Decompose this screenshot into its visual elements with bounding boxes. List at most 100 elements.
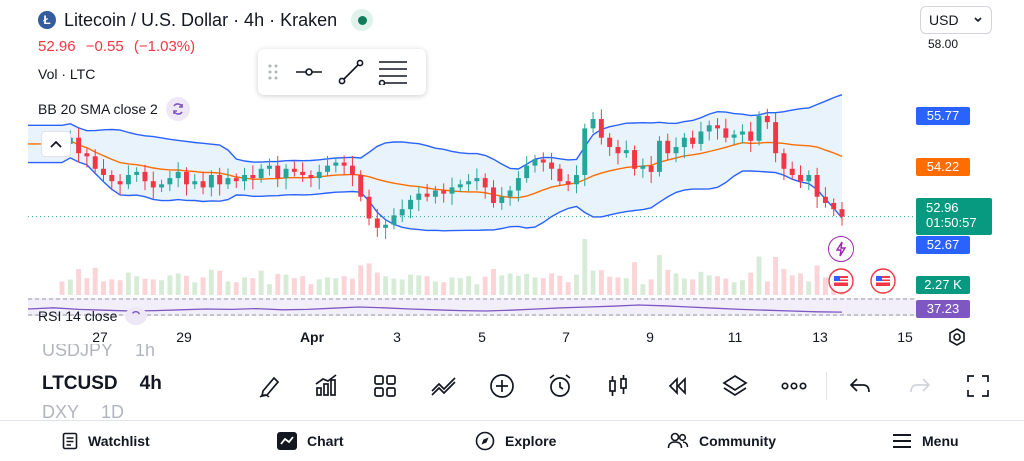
volume-bar [233, 282, 239, 295]
horizontal-line-icon[interactable] [288, 51, 330, 93]
current-symbol[interactable]: LTCUSD 4h [42, 373, 162, 395]
undo-icon[interactable] [844, 370, 876, 402]
nav-menu[interactable]: Menu [892, 421, 959, 461]
volume-bar [167, 275, 173, 295]
date-tick: 9 [646, 329, 654, 345]
volume-bar [101, 281, 106, 295]
volume-bar [491, 269, 496, 295]
more-icon[interactable] [778, 370, 810, 402]
volume-bar [399, 279, 405, 295]
nav-explore[interactable]: Explore [475, 421, 556, 461]
nav-community[interactable]: Community [667, 421, 776, 461]
last-price: 52.96 [38, 38, 76, 55]
candle-body [773, 122, 779, 154]
volume-bar [565, 282, 571, 295]
prev-symbol[interactable]: USDJPY 1h [42, 344, 155, 361]
candle-body [565, 181, 571, 185]
us-flag-event-icon[interactable] [870, 268, 896, 294]
chart-settings-icon[interactable] [946, 326, 968, 348]
candle-body [715, 125, 720, 129]
volume-bar [549, 273, 555, 295]
bollinger-legend[interactable]: BB 20 SMA close 2 [38, 97, 190, 121]
date-tick: 27 [92, 329, 108, 345]
bollinger-label: BB 20 SMA close 2 [38, 101, 158, 117]
candle-body [333, 162, 339, 166]
candle-body [615, 147, 621, 154]
fib-retracement-icon[interactable] [372, 51, 414, 93]
fullscreen-icon[interactable] [962, 370, 994, 402]
nav-watchlist[interactable]: Watchlist [62, 421, 150, 461]
volume-bar [424, 276, 430, 295]
layers-icon[interactable] [719, 370, 751, 402]
candle-body [781, 153, 787, 169]
candle-body [582, 128, 588, 175]
symbol-picker[interactable]: USDJPY 1h LTCUSD 4h DXY 1D [42, 344, 192, 420]
refresh-icon[interactable] [165, 97, 190, 121]
volume-bar [515, 275, 521, 295]
candle-body [175, 171, 181, 179]
trend-line-icon[interactable] [330, 51, 372, 93]
redo-icon[interactable] [904, 370, 936, 402]
alert-icon[interactable] [544, 370, 576, 402]
volume-bar [258, 270, 264, 295]
volume-bar [690, 279, 696, 295]
candle-body [92, 156, 98, 169]
volume-bar [432, 281, 438, 295]
rsi-line [27, 304, 843, 313]
volume-tag: 2.27 K [916, 276, 970, 294]
chart-type-icon[interactable] [602, 370, 634, 402]
candle-body [134, 171, 140, 175]
candle-body [532, 159, 538, 166]
currency-select[interactable]: USD [920, 6, 992, 34]
date-tick: 29 [176, 329, 192, 345]
templates-icon[interactable] [369, 370, 401, 402]
watchlist-icon [62, 432, 78, 450]
lightning-event-icon[interactable] [828, 236, 854, 262]
candle-body [656, 140, 662, 172]
prev-symbol-interval: 1h [135, 344, 156, 360]
volume-bar [84, 278, 90, 295]
nav-community-label: Community [699, 433, 776, 449]
collapse-legend-button[interactable] [41, 131, 71, 157]
candle-body [242, 174, 248, 182]
candle-body [391, 215, 397, 225]
litecoin-icon: Ł [38, 11, 56, 29]
volume-bar [457, 278, 463, 295]
nav-chart[interactable]: Chart [277, 421, 344, 461]
us-flag-event-icon[interactable] [828, 268, 854, 294]
volume-bar [482, 276, 488, 295]
candle-body [681, 137, 687, 148]
volume-bar [466, 276, 472, 295]
volume-bar [250, 278, 256, 295]
volume-bar [648, 279, 654, 295]
chart-icon [277, 432, 297, 450]
candle-body [698, 131, 704, 144]
volume-bar [748, 272, 754, 295]
symbol-title[interactable]: Ł Litecoin / U.S. Dollar · 4h · Kraken [38, 9, 374, 31]
candle-body [349, 165, 355, 175]
candle-body [706, 125, 712, 132]
candle-body [233, 178, 239, 182]
candle-body [731, 134, 737, 138]
volume-bar [507, 273, 513, 295]
candle-body [507, 190, 513, 197]
drag-handle-icon[interactable] [258, 51, 288, 93]
candle-body [200, 181, 206, 188]
compare-icon[interactable] [428, 370, 460, 402]
indicators-icon[interactable] [310, 370, 342, 402]
next-symbol[interactable]: DXY 1D [42, 402, 124, 420]
volume-legend[interactable]: Vol · LTC [38, 66, 96, 82]
volume-bar [291, 278, 297, 295]
rsi-legend[interactable]: RSI 14 close [38, 307, 148, 325]
add-icon[interactable] [486, 370, 518, 402]
rsi-pane [28, 298, 916, 316]
candle-body [150, 181, 156, 188]
volume-bar [391, 278, 397, 295]
bottom-navigation: Watchlist Chart Explore Community Menu [0, 420, 1024, 461]
volume-bar [125, 272, 131, 295]
draw-icon[interactable] [254, 370, 286, 402]
currency-value: USD [929, 12, 959, 28]
rsi-refresh-icon[interactable] [125, 307, 148, 325]
replay-icon[interactable] [661, 370, 693, 402]
